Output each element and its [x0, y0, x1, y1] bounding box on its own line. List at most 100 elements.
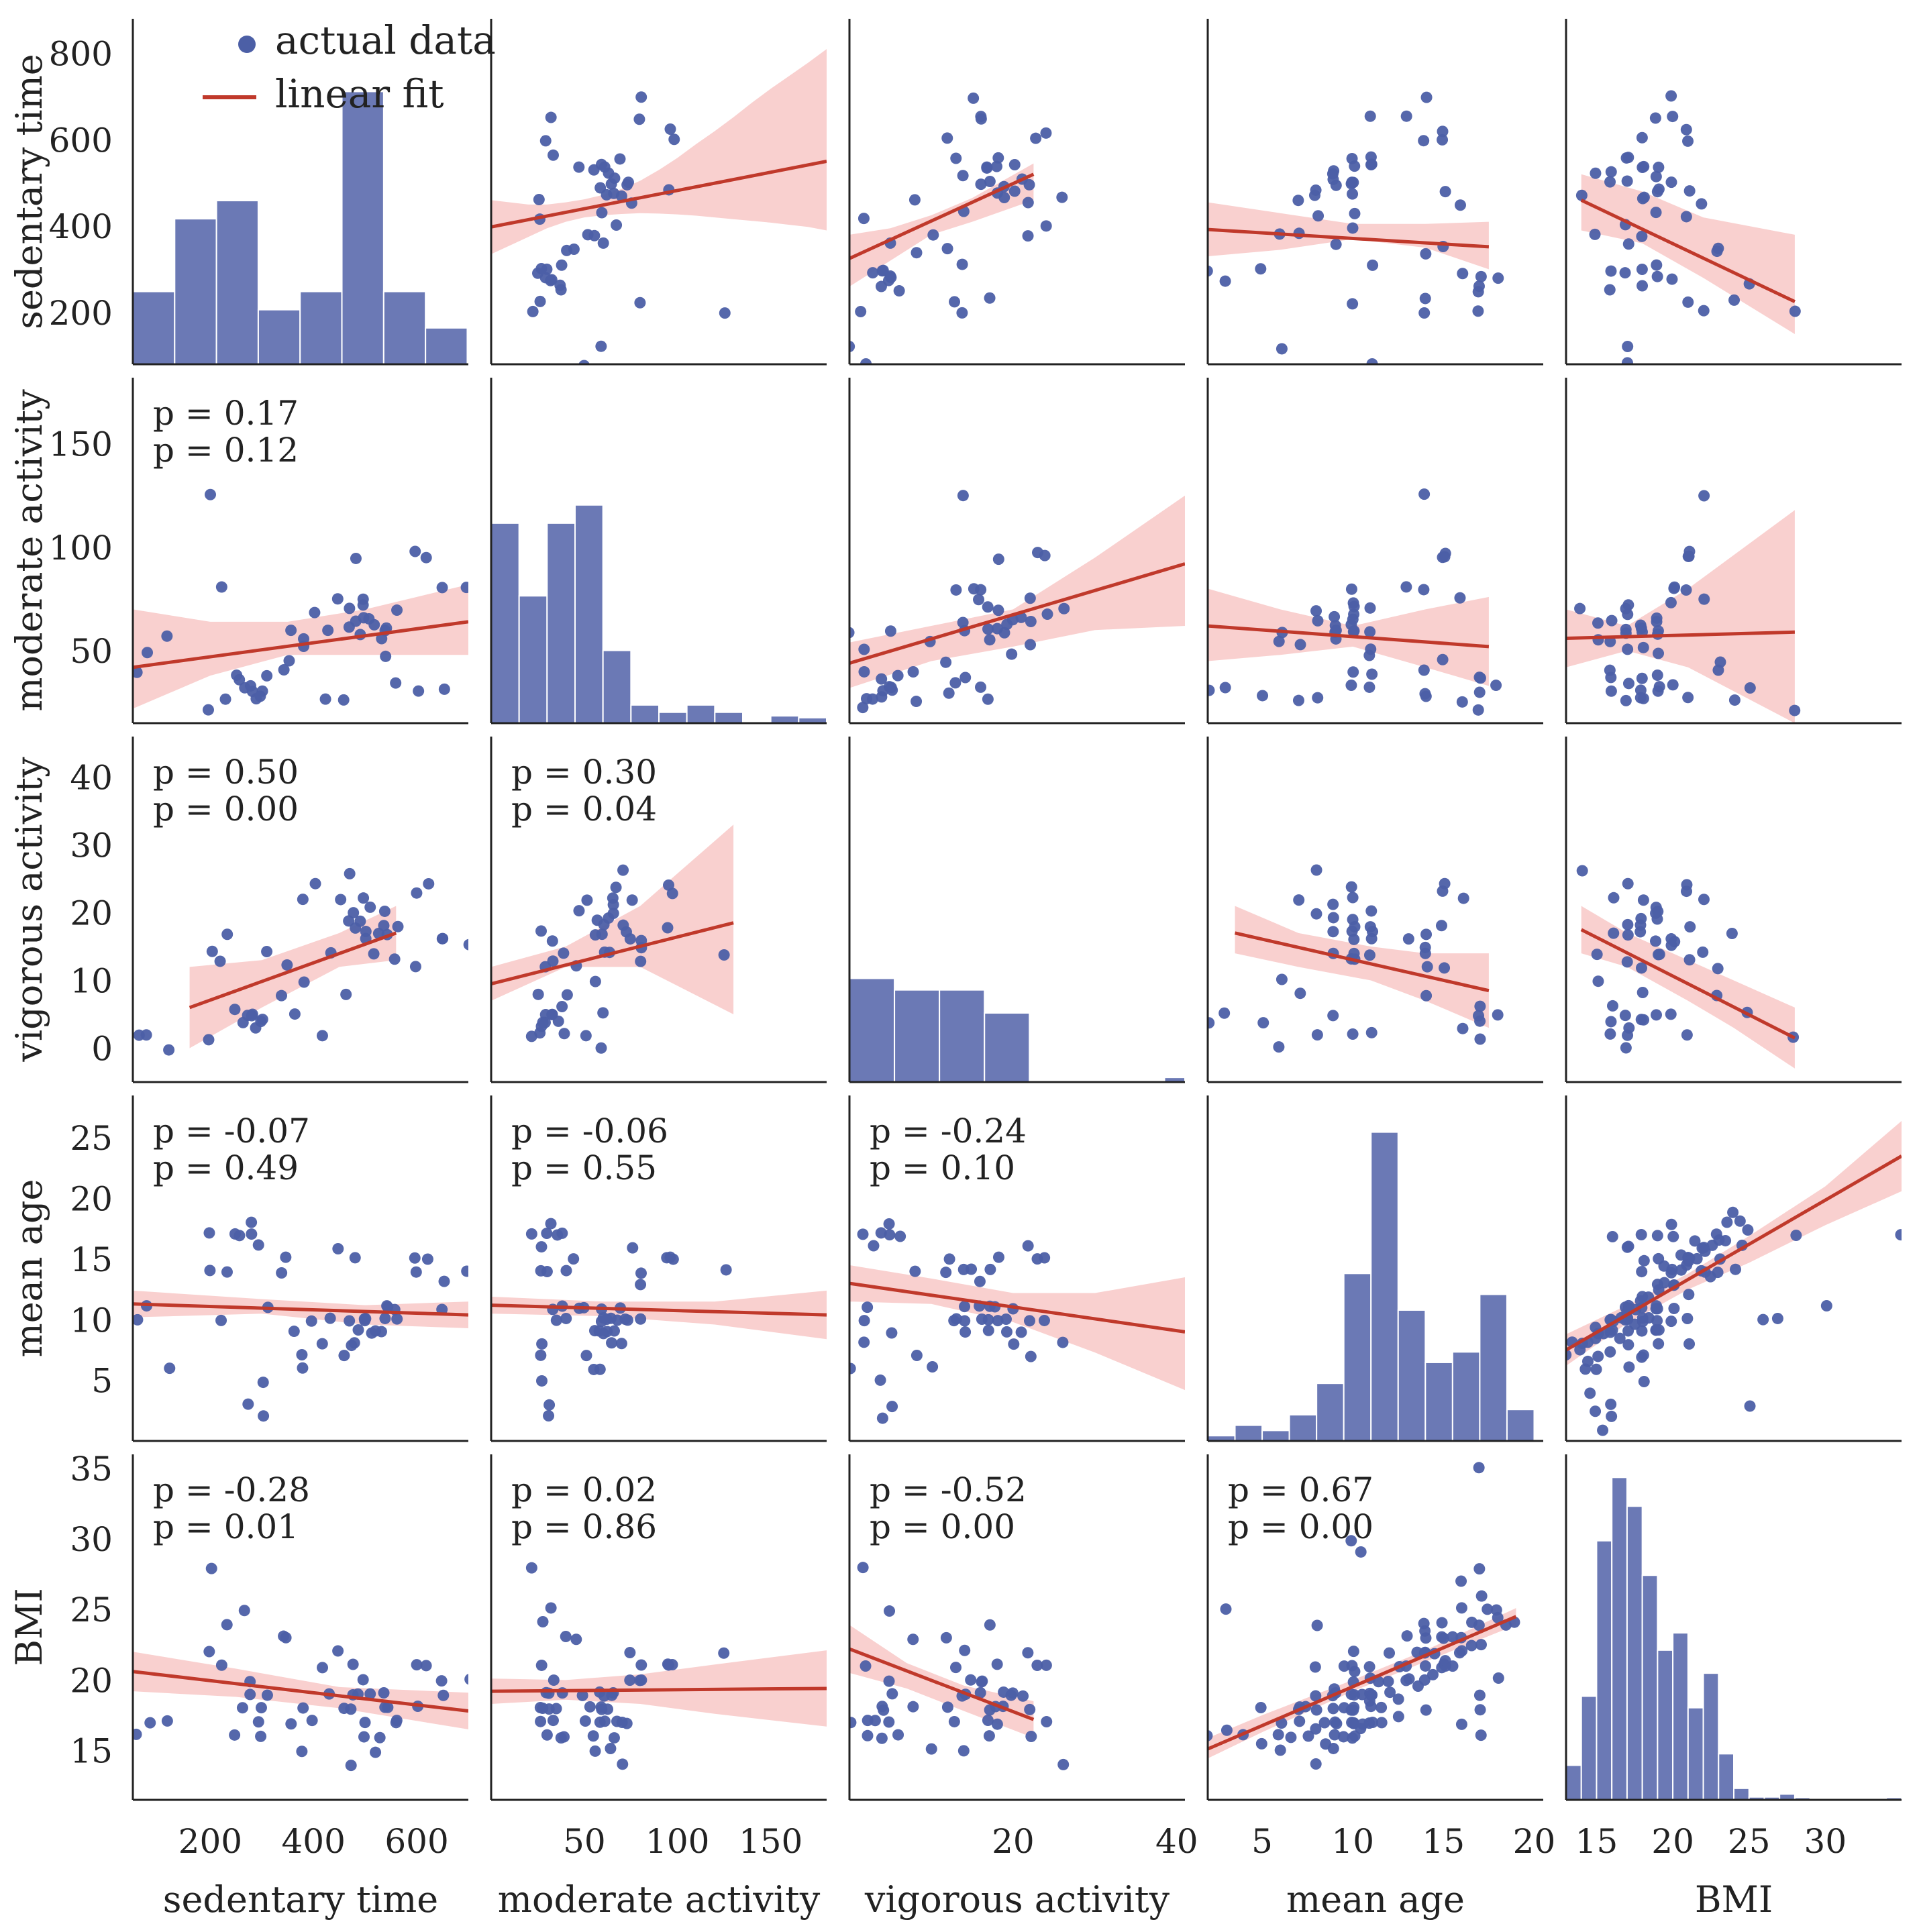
data-point	[525, 1562, 537, 1574]
data-point	[876, 673, 888, 685]
data-point	[246, 1010, 258, 1022]
data-point	[1622, 918, 1634, 930]
hist-bar	[939, 989, 986, 1083]
data-point	[1643, 1312, 1655, 1324]
data-point	[624, 1674, 636, 1686]
data-point	[1219, 682, 1231, 694]
data-point	[1680, 123, 1692, 136]
data-point	[626, 894, 638, 906]
data-point	[1592, 975, 1604, 987]
data-point	[1375, 1717, 1388, 1729]
data-point	[1220, 1603, 1232, 1615]
data-point	[624, 1647, 636, 1659]
data-point	[1895, 1229, 1902, 1241]
panel-0-3	[1206, 19, 1543, 366]
data-point	[1457, 892, 1469, 904]
data-point	[573, 161, 585, 173]
data-point	[360, 1313, 372, 1325]
data-point	[1681, 1029, 1693, 1041]
x-tick-label: 150	[739, 1822, 802, 1861]
fit-line	[1566, 1155, 1902, 1352]
data-point	[255, 1702, 267, 1714]
data-point	[982, 1715, 994, 1727]
data-point	[596, 207, 608, 219]
data-point	[664, 1251, 676, 1263]
data-point	[1418, 584, 1430, 596]
data-point	[1606, 1410, 1618, 1422]
data-point	[668, 133, 680, 146]
data-point	[1604, 1346, 1616, 1358]
data-point	[1345, 1535, 1357, 1547]
data-point	[229, 1228, 241, 1240]
data-point	[1310, 908, 1322, 920]
legend-line-label: linear fit	[275, 71, 444, 117]
data-point	[1614, 1332, 1626, 1344]
data-point	[1683, 550, 1695, 562]
data-point	[1574, 602, 1586, 614]
data-point	[238, 1605, 250, 1617]
panel-2-2	[848, 737, 1186, 1083]
data-point	[1669, 581, 1681, 593]
data-point	[1349, 160, 1361, 172]
data-point	[560, 1631, 572, 1643]
data-point	[635, 1313, 647, 1325]
data-point	[990, 160, 1002, 172]
data-point	[1419, 688, 1431, 700]
data-point	[941, 132, 953, 144]
data-point	[1418, 307, 1431, 319]
data-point	[1665, 596, 1677, 608]
data-point	[1058, 602, 1070, 614]
data-point	[438, 1275, 450, 1287]
data-point	[973, 594, 985, 606]
data-point	[161, 1715, 173, 1727]
data-point	[1031, 1659, 1043, 1671]
data-point	[1691, 1252, 1703, 1265]
annotation-line: p = 0.01	[153, 1507, 299, 1546]
y-tick-label: 5	[91, 1362, 113, 1401]
annotation-line: p = -0.52	[870, 1470, 1027, 1509]
data-point	[1310, 1690, 1322, 1702]
hist-bar	[658, 711, 688, 724]
fit-line	[849, 1281, 1185, 1334]
data-point	[1696, 198, 1708, 210]
panel-4-0	[132, 1454, 468, 1801]
data-point	[1637, 987, 1649, 999]
data-point	[857, 1562, 869, 1574]
data-point	[886, 1327, 898, 1339]
annotation-line: p = 0.10	[870, 1148, 1015, 1187]
hist-bar	[894, 989, 941, 1083]
data-point	[420, 1660, 432, 1672]
data-point	[1653, 949, 1665, 961]
data-point	[1024, 592, 1036, 604]
data-point	[1328, 165, 1340, 177]
data-point	[133, 666, 143, 678]
data-point	[1606, 1230, 1618, 1242]
data-point	[378, 905, 391, 917]
panel-content	[1208, 864, 1504, 1053]
data-point	[1653, 647, 1665, 659]
data-point	[974, 1275, 986, 1287]
data-point	[1634, 919, 1647, 931]
data-point	[1721, 1216, 1733, 1228]
data-point	[1638, 1014, 1650, 1026]
data-point	[1665, 90, 1677, 102]
data-point	[1638, 191, 1650, 203]
x-tick-label: 20	[1651, 1822, 1694, 1861]
data-point	[1017, 1690, 1029, 1702]
data-point	[1698, 490, 1710, 502]
data-point	[1208, 1729, 1213, 1741]
data-point	[1622, 238, 1634, 250]
data-point	[436, 582, 448, 594]
fit-line	[491, 1686, 827, 1693]
panel-content	[1208, 488, 1502, 716]
data-point	[1364, 626, 1376, 638]
axis-labels: p = 0.17 p = 0.12p = 0.50 p = 0.00p = 0.30…	[8, 35, 1847, 1921]
data-point	[1605, 685, 1617, 697]
data-point	[1653, 1252, 1665, 1265]
annotation-line: p = -0.24	[870, 1112, 1027, 1150]
data-point	[539, 135, 552, 147]
fit-line	[1580, 199, 1796, 303]
data-point	[359, 1717, 371, 1729]
data-point	[609, 1325, 621, 1337]
data-point	[1649, 112, 1661, 124]
